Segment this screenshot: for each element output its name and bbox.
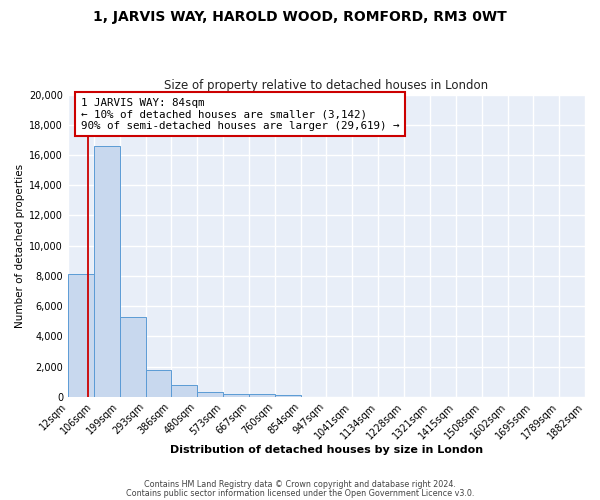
Y-axis label: Number of detached properties: Number of detached properties	[15, 164, 25, 328]
Bar	[119, 316, 146, 396]
Text: Contains HM Land Registry data © Crown copyright and database right 2024.: Contains HM Land Registry data © Crown c…	[144, 480, 456, 489]
Bar	[68, 274, 94, 396]
Bar	[249, 394, 275, 396]
Title: Size of property relative to detached houses in London: Size of property relative to detached ho…	[164, 79, 488, 92]
Bar	[197, 392, 223, 396]
Text: 1 JARVIS WAY: 84sqm
← 10% of detached houses are smaller (3,142)
90% of semi-det: 1 JARVIS WAY: 84sqm ← 10% of detached ho…	[81, 98, 400, 131]
X-axis label: Distribution of detached houses by size in London: Distribution of detached houses by size …	[170, 445, 483, 455]
Bar	[172, 384, 197, 396]
Bar	[94, 146, 119, 397]
Text: Contains public sector information licensed under the Open Government Licence v3: Contains public sector information licen…	[126, 488, 474, 498]
Text: 1, JARVIS WAY, HAROLD WOOD, ROMFORD, RM3 0WT: 1, JARVIS WAY, HAROLD WOOD, ROMFORD, RM3…	[93, 10, 507, 24]
Bar	[223, 394, 249, 396]
Bar	[146, 370, 172, 396]
